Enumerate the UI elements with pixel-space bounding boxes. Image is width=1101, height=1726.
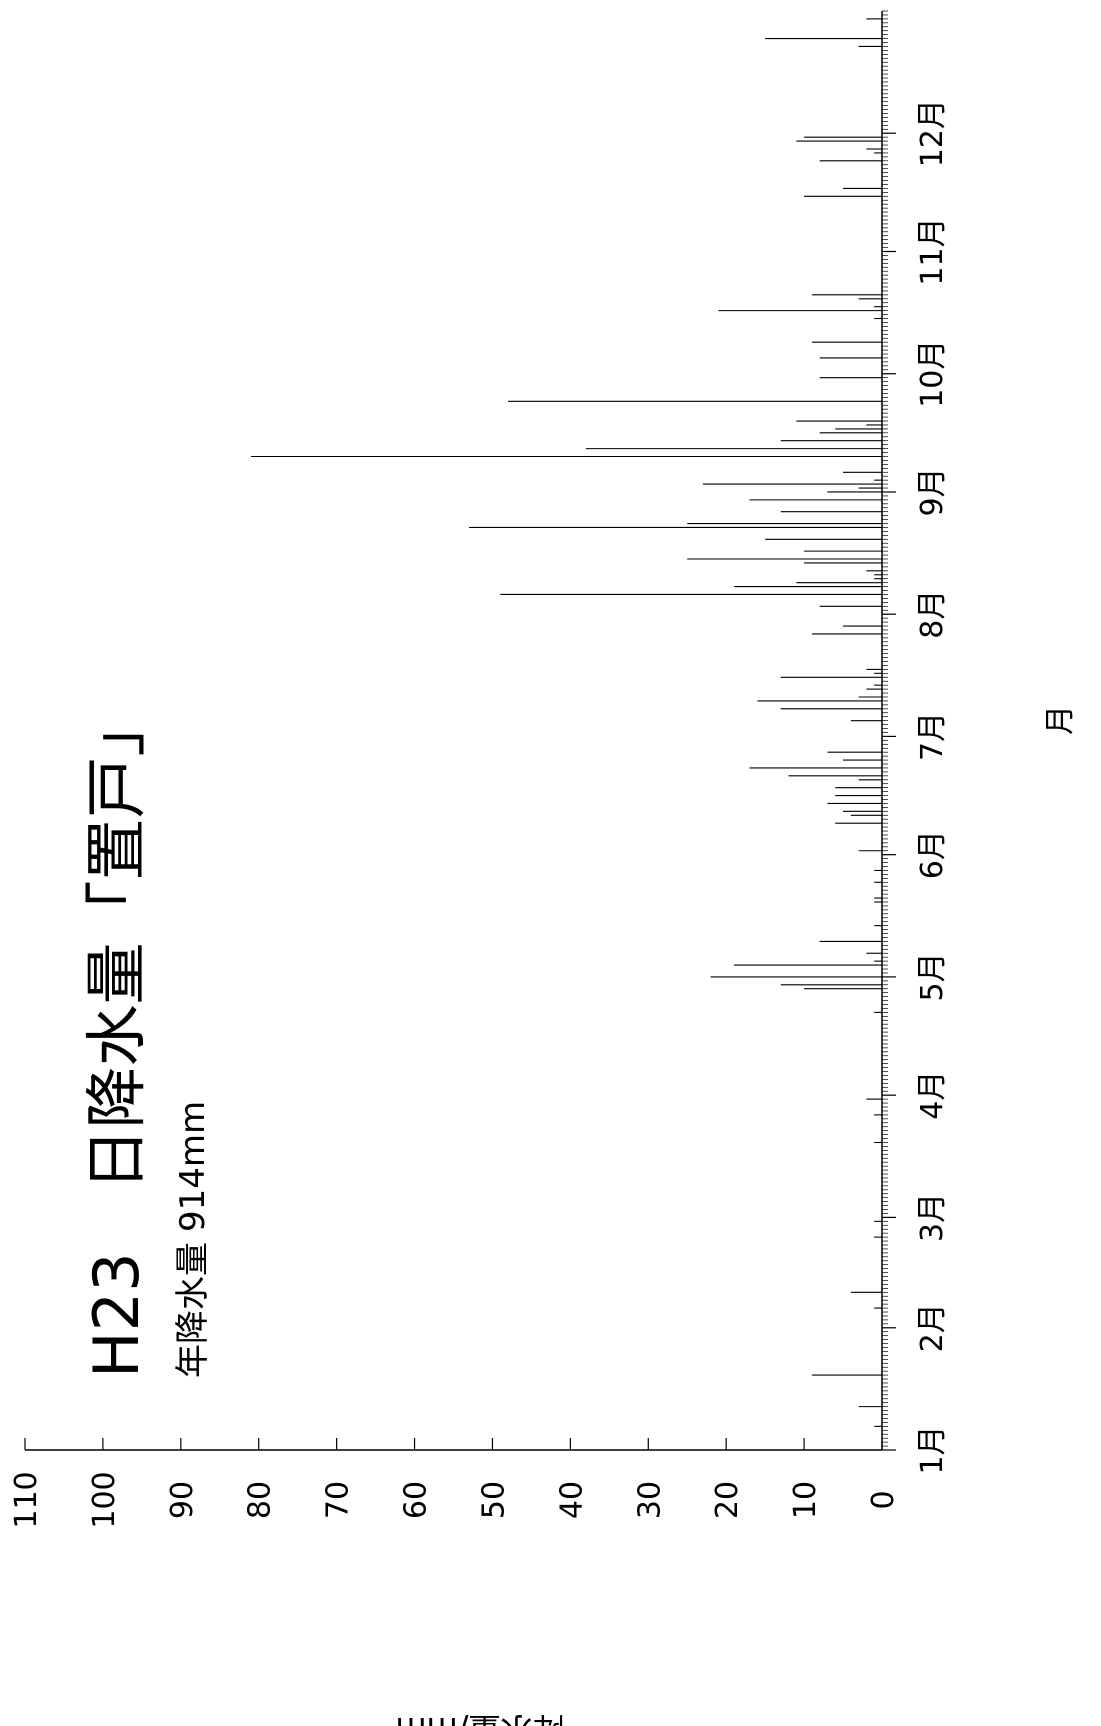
y-tick-label: 50 bbox=[476, 1481, 511, 1519]
y-tick-label: 40 bbox=[554, 1481, 589, 1519]
y-ticks: 0 10 20 30 40 50 60 70 80 90 100 110 bbox=[9, 1438, 901, 1529]
axes bbox=[25, 11, 883, 1451]
y-tick-label: 80 bbox=[243, 1481, 278, 1519]
y-tick-label: 60 bbox=[399, 1481, 434, 1519]
y-tick-label: 90 bbox=[165, 1481, 200, 1519]
month-tick-label: 4月 bbox=[915, 1071, 950, 1120]
month-tick-label: 8月 bbox=[915, 590, 950, 639]
chart-title: H23 日降水量「置戸」 bbox=[80, 694, 153, 1378]
month-tick-label: 11月 bbox=[915, 217, 950, 285]
y-tick-label: 0 bbox=[866, 1490, 901, 1509]
month-tick-label: 5月 bbox=[915, 952, 950, 1001]
y-tick-label: 10 bbox=[788, 1481, 823, 1519]
y-tick-label: 110 bbox=[9, 1471, 44, 1528]
annual-total-value: 914mm bbox=[173, 1101, 213, 1232]
bar-series bbox=[250, 18, 882, 1427]
y-axis-label: 降水量/mm bbox=[395, 1710, 564, 1726]
month-tick-label: 7月 bbox=[915, 712, 950, 761]
y-tick-label: 100 bbox=[87, 1471, 122, 1528]
x-axis-label: 月 bbox=[1043, 705, 1078, 735]
month-tick-label: 10月 bbox=[915, 340, 950, 408]
month-tick-label: 1月 bbox=[915, 1425, 950, 1474]
day-ticks bbox=[882, 10, 888, 1451]
y-tick-label: 70 bbox=[321, 1481, 356, 1519]
annual-total-label: 年降水量 bbox=[173, 1242, 213, 1378]
month-tick-label: 2月 bbox=[915, 1303, 950, 1352]
month-tick-label: 9月 bbox=[915, 467, 950, 516]
y-tick-label: 20 bbox=[710, 1481, 745, 1519]
y-tick-label: 30 bbox=[632, 1481, 667, 1519]
month-tick-label: 12月 bbox=[915, 99, 950, 167]
month-tick-label: 6月 bbox=[915, 830, 950, 879]
month-ticks: 1月 2月 3月 4月 5月 6月 7月 8月 9月 10月 11月 12月 bbox=[882, 99, 950, 1475]
month-tick-label: 3月 bbox=[915, 1193, 950, 1242]
